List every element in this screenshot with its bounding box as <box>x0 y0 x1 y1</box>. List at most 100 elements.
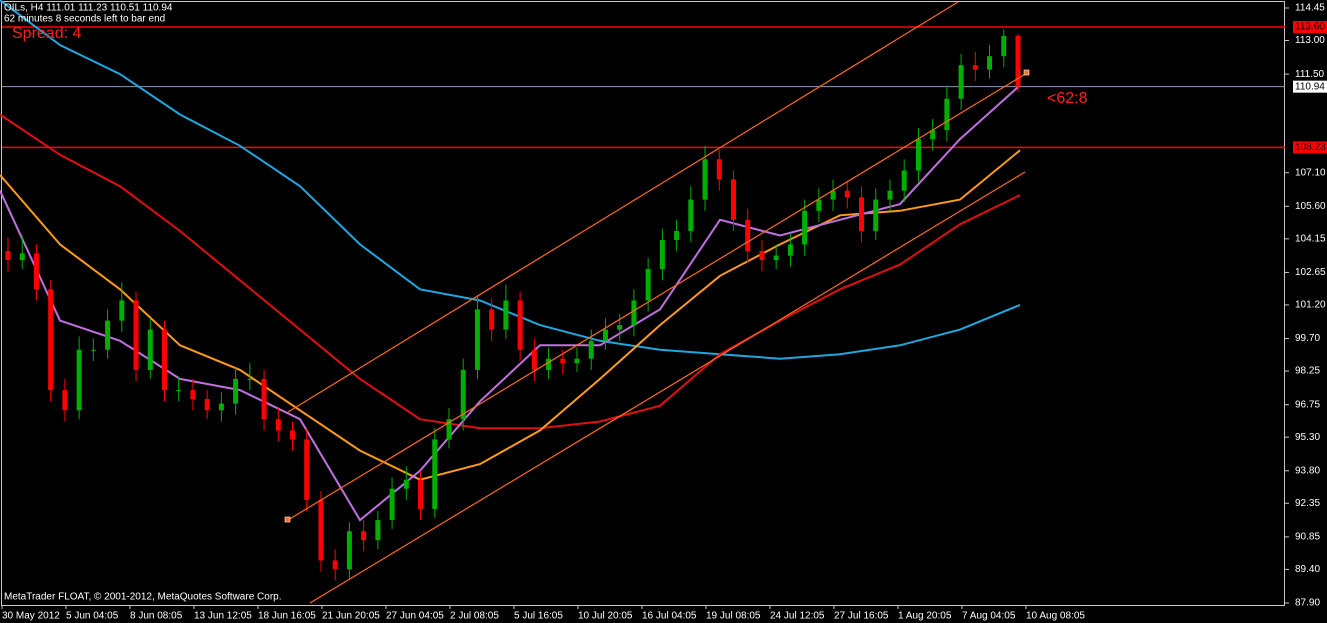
y-tick-label: 107.10 <box>1295 167 1326 178</box>
candle-body <box>745 219 751 252</box>
level-tag-label: 113.60 <box>1295 22 1325 33</box>
y-tick-label: 92.35 <box>1295 498 1320 509</box>
candle-body <box>290 430 296 440</box>
x-tick-label: 5 Jun 04:05 <box>66 611 119 622</box>
candle-body <box>702 159 708 200</box>
y-tick-label: 114.45 <box>1295 3 1325 14</box>
moving-average <box>0 84 1021 522</box>
candle-body <box>844 190 850 198</box>
candle-body <box>887 190 893 200</box>
candle-body <box>631 300 637 326</box>
candle-body <box>133 300 139 370</box>
y-tick-label: 87.90 <box>1295 598 1320 609</box>
y-tick-label: 111.50 <box>1295 69 1325 80</box>
candle-body <box>105 320 111 350</box>
candle-body <box>489 309 495 330</box>
candle-body <box>930 130 936 140</box>
candle-body <box>531 349 537 370</box>
candle-body <box>659 239 665 270</box>
candle-body <box>588 340 594 359</box>
y-tick-label: 93.80 <box>1295 465 1320 476</box>
candle-body <box>674 230 680 240</box>
y-tick-label: 99.70 <box>1295 333 1320 344</box>
candle-body <box>503 300 509 330</box>
moving-average <box>0 0 1021 360</box>
level-tag <box>1293 80 1327 93</box>
candle-body <box>574 358 580 364</box>
plot-frame <box>1 1 1285 606</box>
x-tick-label: 27 Jul 16:05 <box>834 611 889 622</box>
candle-body <box>645 269 651 301</box>
candle-body <box>190 390 196 400</box>
candle-body <box>773 255 779 261</box>
candle-body <box>304 439 310 500</box>
spread: Spread: 4 <box>12 25 81 42</box>
candle-body <box>218 403 224 411</box>
x-tick-label: 1 Aug 20:05 <box>898 611 952 622</box>
y-tick-label: 104.15 <box>1295 233 1326 244</box>
level-tag-label: 110.94 <box>1295 81 1325 92</box>
candle-body <box>958 65 964 99</box>
footer: MetaTrader FLOAT, © 2001-2012, MetaQuote… <box>4 592 282 603</box>
candle-body <box>446 419 452 440</box>
plot <box>0 0 1285 581</box>
candle-body <box>716 159 722 180</box>
candle-body <box>261 378 267 420</box>
moving-average <box>0 113 1021 430</box>
y-tick-label: 89.40 <box>1295 564 1320 575</box>
candle-body <box>944 98 950 131</box>
trendline <box>287 72 1028 521</box>
x-tick-label: 13 Jun 12:05 <box>194 611 252 622</box>
candle-body <box>546 358 552 370</box>
trendlines <box>284 1 1030 604</box>
level-tag <box>1293 21 1327 34</box>
candle-body <box>389 488 395 521</box>
candle-body <box>816 199 822 211</box>
y-tick-label: 113.00 <box>1295 35 1325 46</box>
candle-body <box>418 479 424 509</box>
x-tick-label: 2 Jul 08:05 <box>450 611 499 622</box>
candle-body <box>759 251 765 261</box>
moving-average <box>0 149 1021 481</box>
y-tick-label: 96.75 <box>1295 399 1320 410</box>
candle-body <box>33 253 39 290</box>
y-tick-label: 102.65 <box>1295 267 1326 278</box>
candle-body <box>830 190 836 200</box>
x-tick-label: 30 May 2012 <box>2 611 60 622</box>
candle-body <box>5 251 11 261</box>
y-tick-label: 95.30 <box>1295 432 1320 443</box>
candle-body <box>233 378 239 404</box>
countdown: 62 minutes 8 seconds left to bar end <box>4 14 165 25</box>
x-tick-label: 27 Jun 04:05 <box>386 611 444 622</box>
candle-body <box>602 329 608 341</box>
x-tick-label: 10 Jul 20:05 <box>578 611 633 622</box>
candle-body <box>787 244 793 256</box>
candle-body <box>460 369 466 420</box>
annotation: <62:8 <box>1047 90 1088 107</box>
x-tick-label: 8 Jun 08:05 <box>130 611 183 622</box>
candle-body <box>346 531 352 570</box>
level-tag <box>1293 141 1327 154</box>
candle-body <box>802 210 808 245</box>
candle-body <box>76 349 82 411</box>
x-tick-label: 21 Jun 20:05 <box>322 611 380 622</box>
level-tag-label: 108.23 <box>1295 142 1326 153</box>
candle-body <box>730 179 736 220</box>
x-tick-label: 18 Jun 16:05 <box>258 611 316 622</box>
trendline-handle <box>1023 69 1030 76</box>
candle-body <box>987 56 993 70</box>
candle-body <box>1001 36 1007 57</box>
candle-body <box>361 531 367 541</box>
x-tick-label: 10 Aug 08:05 <box>1026 611 1085 622</box>
candle-body <box>474 309 480 370</box>
trendline <box>287 1 959 413</box>
candle-body <box>403 479 409 489</box>
candle-body <box>332 560 338 570</box>
trendline <box>309 171 1026 604</box>
x-tick-label: 19 Jul 08:05 <box>706 611 761 622</box>
x-tick-label: 5 Jul 16:05 <box>514 611 563 622</box>
candle-body <box>517 300 523 350</box>
candle-body <box>48 289 54 391</box>
